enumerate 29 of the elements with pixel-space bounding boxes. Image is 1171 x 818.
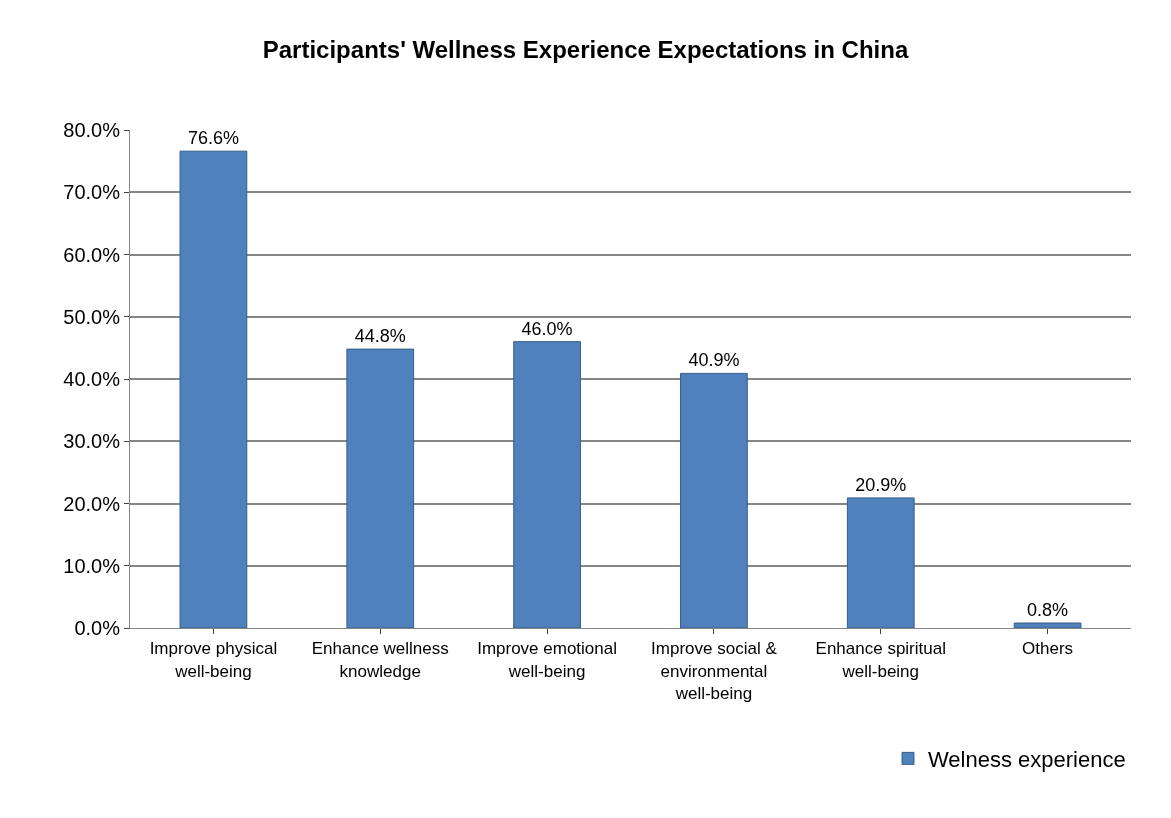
x-tick-label: Improve emotional well-being [477,639,617,681]
x-tick-label: Improve physical well-being [149,639,278,681]
y-tick-label: 50.0% [63,305,121,328]
x-tick-label: Enhance spiritual well-being [815,639,946,681]
bar [846,497,915,628]
bar [1013,622,1082,628]
y-tick-label: 40.0% [63,368,121,390]
data-label: 0.8% [1027,600,1069,621]
x-tick-label: Enhance wellness knowledge [311,639,449,681]
data-label: 40.9% [688,350,740,371]
y-tick-label: 70.0% [63,181,121,204]
chart-title: Participants' Wellness Experience Expectations in China [262,35,909,63]
legend-label: Welness experience [928,746,1126,772]
data-label: 20.9% [855,474,907,495]
data-label: 44.8% [354,326,406,347]
y-tick-label: 20.0% [63,492,121,515]
y-tick-label: 10.0% [63,554,121,577]
y-tick-label: 0.0% [74,617,121,639]
x-tick-label: Others [1022,639,1074,659]
data-label: 76.6% [187,128,239,149]
y-tick-label: 60.0% [63,243,121,266]
bar [179,150,248,628]
y-tick-label: 80.0% [63,119,121,141]
x-tick-label: Improve social & environmental well-being [651,639,778,703]
bar [513,341,581,628]
y-tick-label: 30.0% [63,430,121,453]
bar [680,372,748,628]
data-label: 46.0% [521,318,573,339]
bar [346,348,415,628]
